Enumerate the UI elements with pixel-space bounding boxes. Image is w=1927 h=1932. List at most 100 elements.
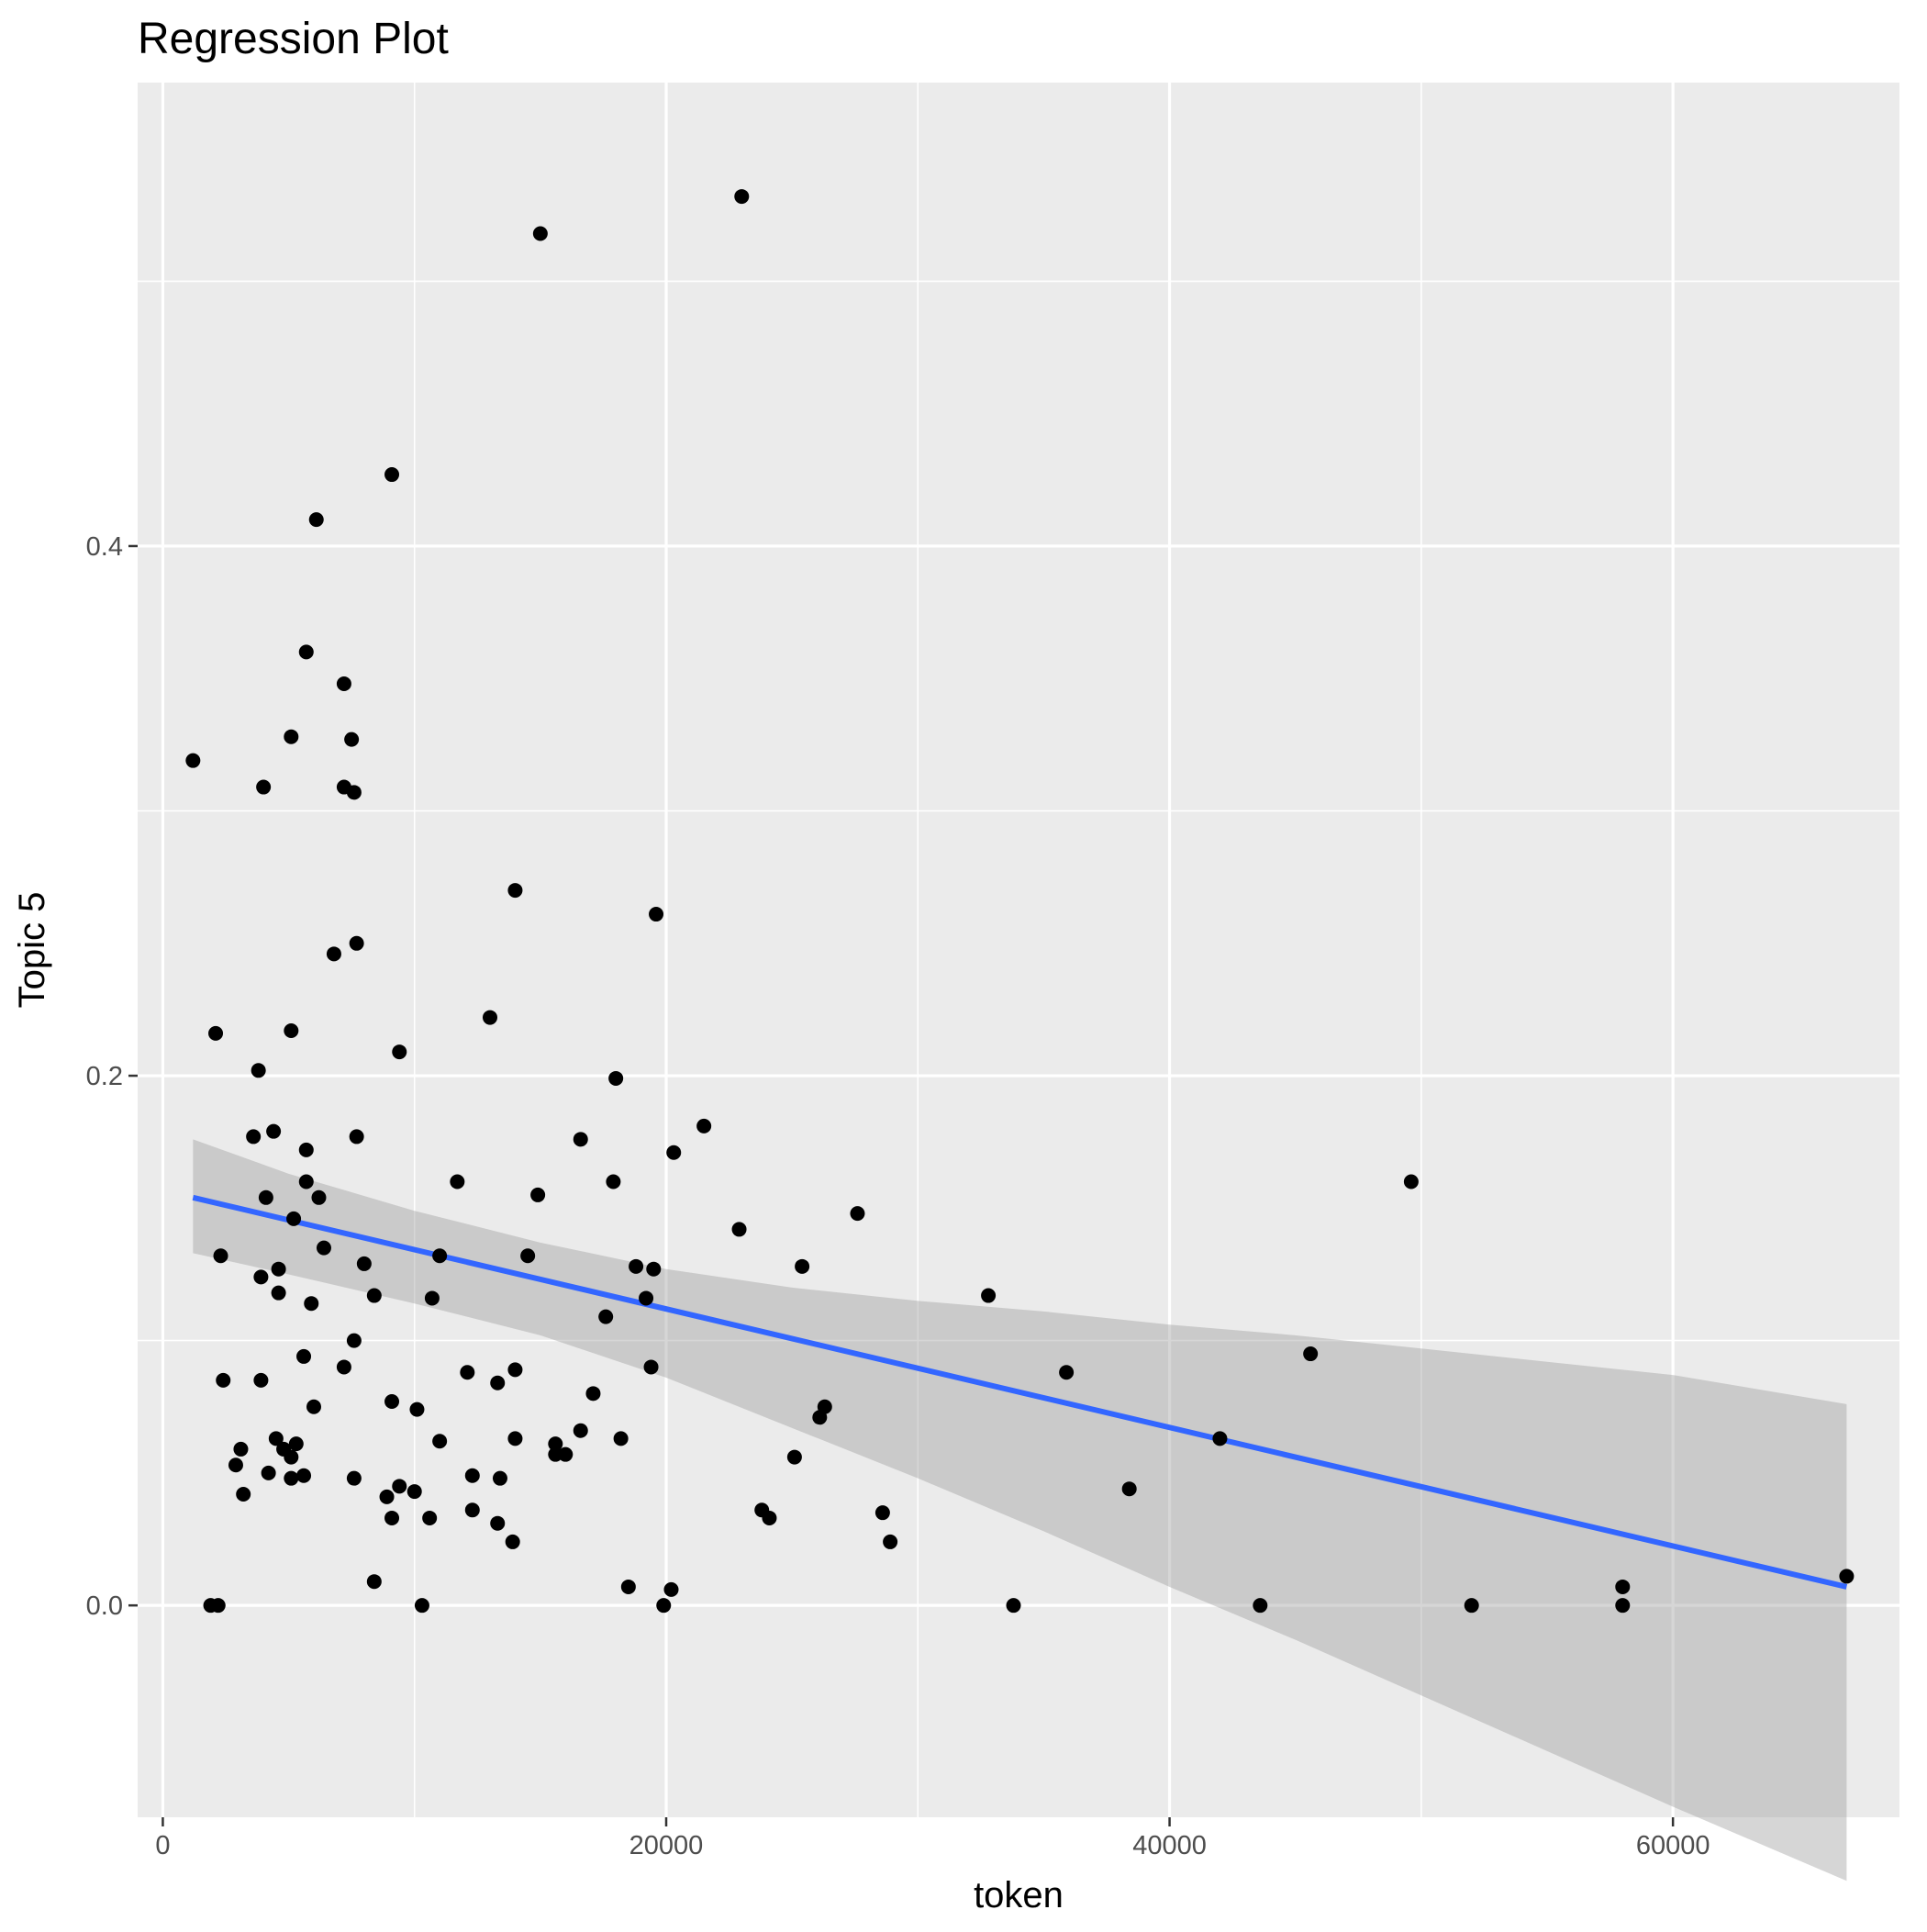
y-tick-label: 0.4 xyxy=(86,532,123,562)
data-point xyxy=(548,1446,563,1462)
data-point xyxy=(460,1365,475,1380)
y-axis: 0.0 0.2 0.4 xyxy=(86,532,138,1621)
data-point xyxy=(208,1025,224,1041)
data-point xyxy=(308,512,324,528)
data-point xyxy=(573,1423,588,1438)
data-point xyxy=(414,1598,429,1614)
data-point xyxy=(883,1534,898,1549)
data-point xyxy=(490,1375,506,1390)
data-point xyxy=(336,676,351,692)
data-point xyxy=(286,1211,302,1226)
confidence-band xyxy=(193,1139,1847,1882)
y-tick-label: 0.0 xyxy=(86,1591,123,1621)
data-point xyxy=(1615,1579,1631,1594)
data-point xyxy=(464,1468,480,1483)
data-point xyxy=(558,1446,574,1462)
data-point xyxy=(1121,1481,1137,1497)
x-tick-label: 60000 xyxy=(1636,1831,1710,1860)
confidence-band-group xyxy=(193,1139,1847,1882)
data-point xyxy=(1059,1365,1075,1380)
data-point xyxy=(639,1290,654,1306)
data-point xyxy=(298,1174,314,1189)
data-point xyxy=(656,1598,672,1614)
data-point xyxy=(336,1359,351,1375)
data-point xyxy=(573,1132,588,1147)
data-point xyxy=(1839,1569,1855,1584)
data-point xyxy=(490,1515,506,1531)
data-point xyxy=(216,1372,231,1388)
data-point xyxy=(649,907,664,922)
data-point xyxy=(246,1129,262,1145)
scatter-points xyxy=(185,189,1855,1614)
data-point xyxy=(606,1174,621,1189)
data-point xyxy=(346,1333,362,1348)
data-point xyxy=(812,1410,828,1425)
data-point xyxy=(344,731,360,747)
data-point xyxy=(384,1510,400,1525)
data-point xyxy=(366,1288,382,1303)
data-point xyxy=(233,1441,249,1457)
data-point xyxy=(1403,1174,1419,1189)
data-point xyxy=(268,1431,284,1446)
chart-title: Regression Plot xyxy=(138,15,449,63)
data-point xyxy=(407,1484,422,1500)
data-point xyxy=(284,1449,299,1465)
data-point xyxy=(316,1240,331,1256)
x-tick-label: 20000 xyxy=(629,1831,704,1860)
data-point xyxy=(505,1534,520,1549)
data-point xyxy=(663,1581,679,1597)
data-point xyxy=(548,1436,563,1452)
regression-line xyxy=(192,1194,1848,1590)
data-point xyxy=(1615,1598,1631,1614)
data-point xyxy=(464,1502,480,1518)
data-point xyxy=(306,1399,321,1414)
data-point xyxy=(296,1348,312,1364)
data-point xyxy=(210,1598,226,1614)
data-point xyxy=(271,1261,286,1277)
data-point xyxy=(786,1449,802,1465)
data-point xyxy=(450,1174,465,1189)
data-point xyxy=(311,1189,327,1205)
data-point xyxy=(213,1248,228,1264)
regression-line-group xyxy=(192,1194,1848,1590)
data-point xyxy=(379,1489,395,1504)
data-point xyxy=(643,1359,659,1375)
data-point xyxy=(326,946,341,962)
data-point xyxy=(1464,1598,1479,1614)
data-point xyxy=(356,1256,372,1271)
data-point xyxy=(613,1431,629,1446)
data-point xyxy=(492,1470,507,1486)
x-tick-label: 40000 xyxy=(1132,1831,1207,1860)
data-point xyxy=(298,644,314,660)
data-point xyxy=(432,1434,448,1449)
data-point xyxy=(284,1470,299,1486)
data-point xyxy=(296,1468,312,1483)
data-point xyxy=(981,1288,997,1303)
data-point xyxy=(284,729,299,744)
data-point xyxy=(346,785,362,800)
x-tick-label: 0 xyxy=(155,1831,170,1860)
data-point xyxy=(346,1470,362,1486)
data-point xyxy=(251,1063,266,1078)
data-point xyxy=(532,226,548,241)
y-axis-title: Topic 5 xyxy=(12,892,52,1009)
x-axis-title: token xyxy=(974,1875,1064,1915)
data-point xyxy=(507,883,523,899)
data-point xyxy=(271,1285,286,1301)
data-point xyxy=(185,753,201,768)
data-point xyxy=(384,467,400,483)
data-point xyxy=(1253,1598,1268,1614)
data-point xyxy=(228,1457,243,1473)
data-point xyxy=(731,1222,747,1237)
data-point xyxy=(349,935,364,951)
data-point xyxy=(696,1118,712,1134)
data-point xyxy=(266,1123,282,1139)
data-point xyxy=(298,1142,314,1157)
grid-minor xyxy=(138,83,1899,1817)
data-point xyxy=(253,1372,269,1388)
data-point xyxy=(646,1261,662,1277)
data-point xyxy=(258,1189,273,1205)
data-point xyxy=(874,1505,890,1521)
